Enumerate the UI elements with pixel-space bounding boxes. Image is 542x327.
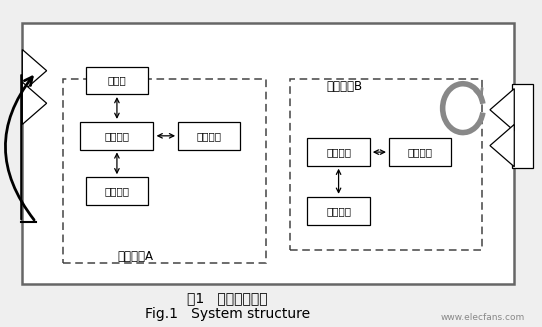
Bar xyxy=(80,122,153,150)
Bar xyxy=(307,138,370,166)
Text: 红外检测: 红外检测 xyxy=(326,206,351,216)
Text: 主控模块B: 主控模块B xyxy=(326,80,362,94)
Text: Fig.1   System structure: Fig.1 System structure xyxy=(145,307,311,321)
Bar xyxy=(512,84,533,168)
Text: 无线传输: 无线传输 xyxy=(196,131,221,141)
Text: 图1   系统整体结构: 图1 系统整体结构 xyxy=(188,292,268,306)
Text: 显示器: 显示器 xyxy=(107,76,126,85)
Text: 主控制器: 主控制器 xyxy=(326,147,351,157)
Bar xyxy=(86,67,148,94)
Text: 主控模块A: 主控模块A xyxy=(118,250,154,263)
Bar xyxy=(178,122,240,150)
Bar xyxy=(86,177,148,205)
Text: www.elecfans.com: www.elecfans.com xyxy=(441,313,525,322)
Bar xyxy=(290,79,482,250)
Text: 红外检测: 红外检测 xyxy=(105,186,130,196)
Bar xyxy=(63,79,266,263)
Bar xyxy=(22,24,514,284)
Bar xyxy=(389,138,451,166)
Bar xyxy=(307,197,370,225)
Text: 主控制器: 主控制器 xyxy=(105,131,130,141)
Text: 无线传输: 无线传输 xyxy=(407,147,432,157)
Polygon shape xyxy=(490,89,514,131)
Polygon shape xyxy=(490,125,514,167)
Polygon shape xyxy=(22,82,47,125)
Polygon shape xyxy=(22,49,47,92)
